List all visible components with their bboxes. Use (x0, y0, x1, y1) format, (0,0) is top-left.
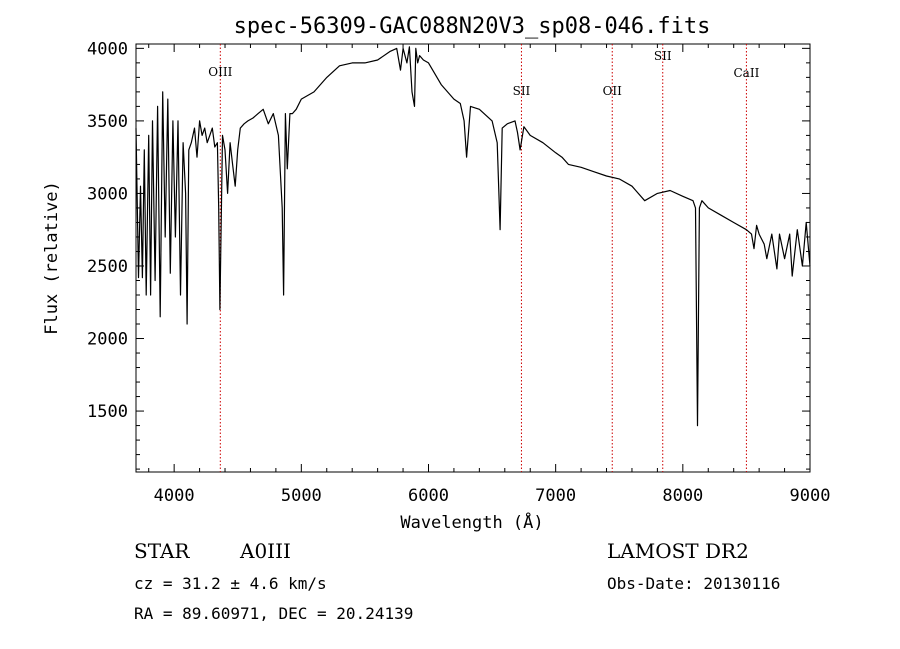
reference-lines: OIII SII OII SII CaII (208, 44, 760, 472)
object-subclass: A0III (239, 539, 291, 563)
spectrum-series (135, 46, 811, 427)
chart-title: spec-56309-GAC088N20V3_sp08-046.fits (234, 14, 711, 39)
y-tick-label: 2000 (87, 330, 128, 350)
x-tick-label: 9000 (790, 486, 831, 506)
x-tick-label: 8000 (662, 486, 703, 506)
y-tick-label: 2500 (87, 257, 128, 277)
plot-frame (135, 43, 811, 473)
y-tick-label: 3000 (87, 184, 128, 204)
survey-name: LAMOST DR2 (607, 539, 749, 563)
object-class: STAR (134, 539, 190, 563)
y-tick-label: 1500 (87, 402, 128, 422)
coordinates: RA = 89.60971, DEC = 20.24139 (134, 604, 413, 623)
redshift-readout: cz = 31.2 ± 4.6 km/s (134, 574, 327, 593)
x-axis-label: Wavelength (Å) (400, 511, 543, 533)
x-tick-label: 7000 (535, 486, 576, 506)
x-tick-label: 4000 (154, 486, 195, 506)
y-tick-label: 3500 (87, 112, 128, 132)
spectrum-line (135, 46, 811, 427)
y-axis-label: Flux (relative) (42, 181, 62, 335)
y-tick-label: 4000 (87, 39, 128, 59)
reference-line-label: OIII (208, 65, 232, 79)
x-tick-label: 6000 (408, 486, 449, 506)
reference-line-label: CaII (734, 66, 760, 80)
reference-line-label: SII (654, 49, 672, 63)
reference-line-label: SII (513, 84, 531, 98)
obs-date: Obs-Date: 20130116 (607, 574, 780, 593)
axis-ticks: 4000 5000 6000 7000 8000 9000 1500 2000 2500 3000… (87, 39, 830, 506)
x-tick-label: 5000 (281, 486, 322, 506)
reference-line-label: OII (603, 84, 623, 98)
